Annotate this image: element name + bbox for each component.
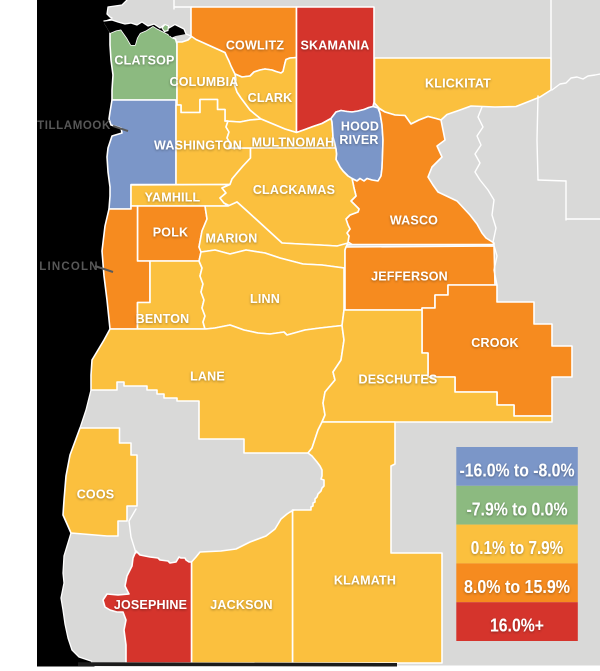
- svg-text:COLUMBIA: COLUMBIA: [170, 75, 239, 89]
- svg-text:JACKSON: JACKSON: [210, 598, 273, 612]
- svg-text:CROOK: CROOK: [471, 336, 519, 350]
- svg-text:WASHINGTON: WASHINGTON: [154, 138, 242, 152]
- svg-text:0.1% to 7.9%: 0.1% to 7.9%: [471, 538, 564, 558]
- svg-text:KLICKITAT: KLICKITAT: [425, 76, 491, 90]
- svg-text:LINCOLN: LINCOLN: [39, 261, 99, 273]
- svg-text:LINN: LINN: [250, 292, 280, 306]
- svg-text:POLK: POLK: [153, 225, 189, 239]
- svg-text:RIVER: RIVER: [339, 133, 378, 147]
- svg-text:-16.0% to -8.0%: -16.0% to -8.0%: [460, 461, 575, 481]
- svg-text:KLAMATH: KLAMATH: [334, 573, 396, 587]
- svg-text:YAMHILL: YAMHILL: [145, 190, 201, 204]
- svg-text:JEFFERSON: JEFFERSON: [371, 269, 448, 283]
- svg-text:JOSEPHINE: JOSEPHINE: [114, 598, 187, 612]
- svg-text:16.0%+: 16.0%+: [490, 616, 544, 636]
- svg-text:SKAMANIA: SKAMANIA: [301, 38, 370, 52]
- svg-text:8.0% to 15.9%: 8.0% to 15.9%: [464, 577, 570, 597]
- svg-text:CLACKAMAS: CLACKAMAS: [253, 183, 335, 197]
- svg-text:DESCHUTES: DESCHUTES: [359, 372, 438, 386]
- svg-text:BENTON: BENTON: [136, 312, 190, 326]
- svg-text:COWLITZ: COWLITZ: [226, 38, 284, 52]
- svg-text:HOOD: HOOD: [341, 119, 379, 133]
- svg-text:-7.9% to 0.0%: -7.9% to 0.0%: [467, 499, 568, 519]
- svg-text:MARION: MARION: [206, 231, 258, 245]
- svg-text:COOS: COOS: [77, 487, 115, 501]
- svg-text:WASCO: WASCO: [390, 213, 438, 227]
- svg-text:CLATSOP: CLATSOP: [114, 53, 174, 67]
- svg-text:CLARK: CLARK: [248, 91, 293, 105]
- svg-text:TILLAMOOK: TILLAMOOK: [37, 120, 111, 132]
- svg-text:LANE: LANE: [190, 369, 225, 383]
- svg-text:MULTNOMAH: MULTNOMAH: [252, 135, 335, 149]
